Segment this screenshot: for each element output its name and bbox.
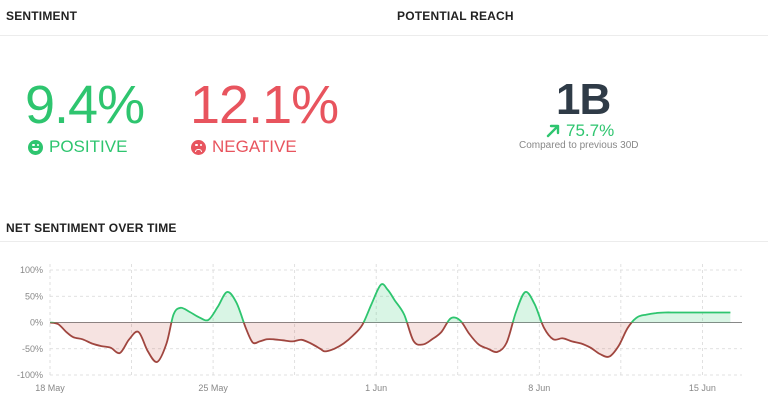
- y-tick-label: -50%: [22, 344, 43, 354]
- negative-area: [50, 322, 731, 363]
- x-tick-label: 25 May: [198, 383, 228, 393]
- reach-note: Compared to previous 30D: [519, 140, 639, 151]
- net-sentiment-chart: 100% 50% 0% -50% -100% 18 May 25 May 1 Jun 8 Jun…: [17, 264, 742, 393]
- reach-change-row: 75.7%: [546, 121, 614, 141]
- y-tick-label: 50%: [25, 291, 43, 301]
- x-tick-label: 15 Jun: [689, 383, 716, 393]
- x-tick-label: 8 Jun: [528, 383, 550, 393]
- positive-value: 9.4%: [25, 75, 145, 135]
- arrow-up-right-icon: [546, 124, 560, 138]
- x-tick-label: 1 Jun: [365, 383, 387, 393]
- y-tick-label: 100%: [20, 265, 43, 275]
- reach-change-value: 75.7%: [566, 121, 615, 140]
- negative-label: NEGATIVE: [212, 137, 297, 156]
- chart-divider: [0, 241, 768, 242]
- x-tick-label: 18 May: [35, 383, 65, 393]
- sentiment-title: SENTIMENT: [6, 9, 78, 23]
- top-divider: [0, 35, 768, 36]
- y-tick-label: 0%: [30, 318, 43, 328]
- positive-label: POSITIVE: [49, 137, 128, 156]
- positive-area: [50, 284, 731, 323]
- smile-face-icon: [28, 139, 43, 155]
- reach-title: POTENTIAL REACH: [397, 9, 514, 23]
- negative-line: [49, 322, 633, 363]
- positive-label-row: POSITIVE: [28, 137, 127, 157]
- y-tick-label: -100%: [17, 370, 43, 380]
- sad-face-icon: [191, 139, 206, 155]
- reach-value: 1B: [556, 75, 611, 124]
- chart-title: NET SENTIMENT OVER TIME: [6, 221, 177, 235]
- negative-label-row: NEGATIVE: [191, 137, 297, 157]
- positive-line: [50, 283, 731, 323]
- negative-value: 12.1%: [190, 75, 339, 135]
